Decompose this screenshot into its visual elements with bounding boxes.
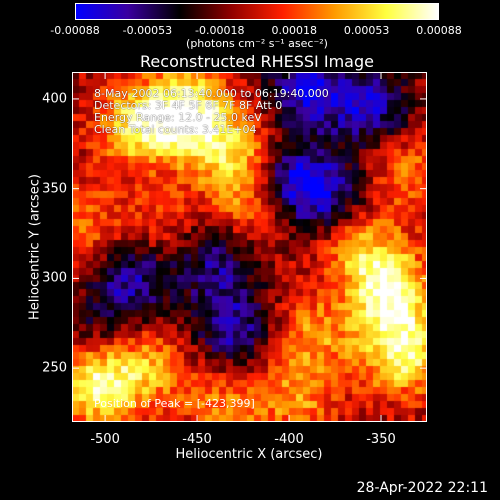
colorbar (75, 3, 439, 20)
chart-title: Reconstructed RHESSI Image (140, 52, 374, 71)
y-axis-label: Heliocentric Y (arcsec) (27, 174, 43, 320)
info-annotation-line: Energy Range: 12.0 - 25.0 keV (94, 111, 262, 124)
x-tick-label: -500 (90, 432, 120, 447)
x-tick-label: -450 (182, 432, 212, 447)
peak-position-label: Position of Peak = [-423,399] (94, 397, 255, 410)
x-tick-label: -350 (366, 432, 396, 447)
y-tick-label: 400 (42, 91, 67, 107)
y-tick-label: 300 (42, 270, 67, 286)
info-annotation-line: 8-May-2002 06:13:40.000 to 06:19:40.000 (94, 87, 329, 100)
colorbar-units-label: (photons cm⁻² s⁻¹ asec⁻²) (186, 37, 328, 50)
colorbar-tick-labels: -0.00088 -0.00053 -0.00018 0.00018 0.00053 0.… (50, 24, 461, 38)
timestamp: 28-Apr-2022 22:11 (356, 480, 488, 496)
info-annotation-line: Detectors: 3F 4F 5F 6F 7F 8F Att 0 (94, 99, 283, 112)
colorbar-tick-label: 0.00053 (343, 24, 390, 37)
colorbar-tick-label: -0.00018 (195, 24, 245, 37)
colorbar-tick-label: 0.00018 (271, 24, 317, 37)
x-axis-label: Heliocentric X (arcsec) (175, 447, 323, 462)
y-tick-label: 350 (42, 181, 67, 197)
colorbar-tick-label: -0.00053 (122, 24, 173, 37)
x-tick-labels: -500 -450 -400 -350 (0, 432, 500, 448)
y-tick-labels: 250 300 350 400 (0, 0, 70, 500)
x-tick-label: -400 (274, 432, 304, 447)
info-annotation-line: Clean Total counts: 3.41E+04 (94, 123, 257, 136)
y-tick-label: 250 (42, 360, 67, 376)
heatmap-image (72, 72, 427, 422)
colorbar-tick-label: -0.00088 (50, 24, 100, 37)
colorbar-tick-label: 0.00088 (416, 24, 462, 37)
